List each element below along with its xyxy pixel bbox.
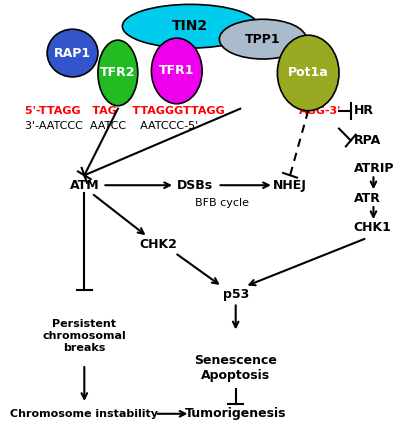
Text: TIN2: TIN2: [172, 19, 208, 33]
Text: 5'-TTAGG   TAG    TTAGGGTTAGG: 5'-TTAGG TAG TTAGGGTTAGG: [24, 106, 224, 116]
Text: 3'-AATCCC  AATCC    AATCCC-5': 3'-AATCCC AATCC AATCCC-5': [24, 120, 198, 131]
Ellipse shape: [47, 29, 98, 77]
Text: CHK2: CHK2: [140, 238, 178, 251]
Text: DSBs: DSBs: [177, 179, 213, 192]
Ellipse shape: [277, 35, 339, 111]
Text: AGG-3': AGG-3': [299, 106, 342, 116]
Ellipse shape: [219, 19, 306, 59]
Text: ATM: ATM: [70, 179, 99, 192]
Text: ATRIP: ATRIP: [354, 162, 394, 175]
Text: TFR1: TFR1: [159, 64, 194, 78]
Text: RAP1: RAP1: [54, 47, 91, 59]
Text: RPA: RPA: [354, 134, 381, 147]
Text: Pot1a: Pot1a: [288, 66, 328, 79]
Text: Persistent
chromosomal
breaks: Persistent chromosomal breaks: [42, 319, 126, 353]
Text: p53: p53: [222, 288, 249, 301]
Text: HR: HR: [354, 104, 374, 117]
Text: ATR: ATR: [354, 192, 380, 205]
Text: Chromosome instability: Chromosome instability: [10, 409, 158, 419]
Ellipse shape: [151, 38, 202, 104]
Text: NHEJ: NHEJ: [273, 179, 307, 192]
Text: TFR2: TFR2: [100, 66, 136, 79]
Text: Tumorigenesis: Tumorigenesis: [185, 407, 286, 420]
Text: Senescence
Apoptosis: Senescence Apoptosis: [194, 354, 277, 382]
Ellipse shape: [98, 40, 138, 106]
Text: BFB cycle: BFB cycle: [195, 198, 249, 208]
Ellipse shape: [122, 4, 258, 48]
Text: CHK1: CHK1: [354, 222, 391, 234]
Text: TPP1: TPP1: [245, 33, 281, 46]
